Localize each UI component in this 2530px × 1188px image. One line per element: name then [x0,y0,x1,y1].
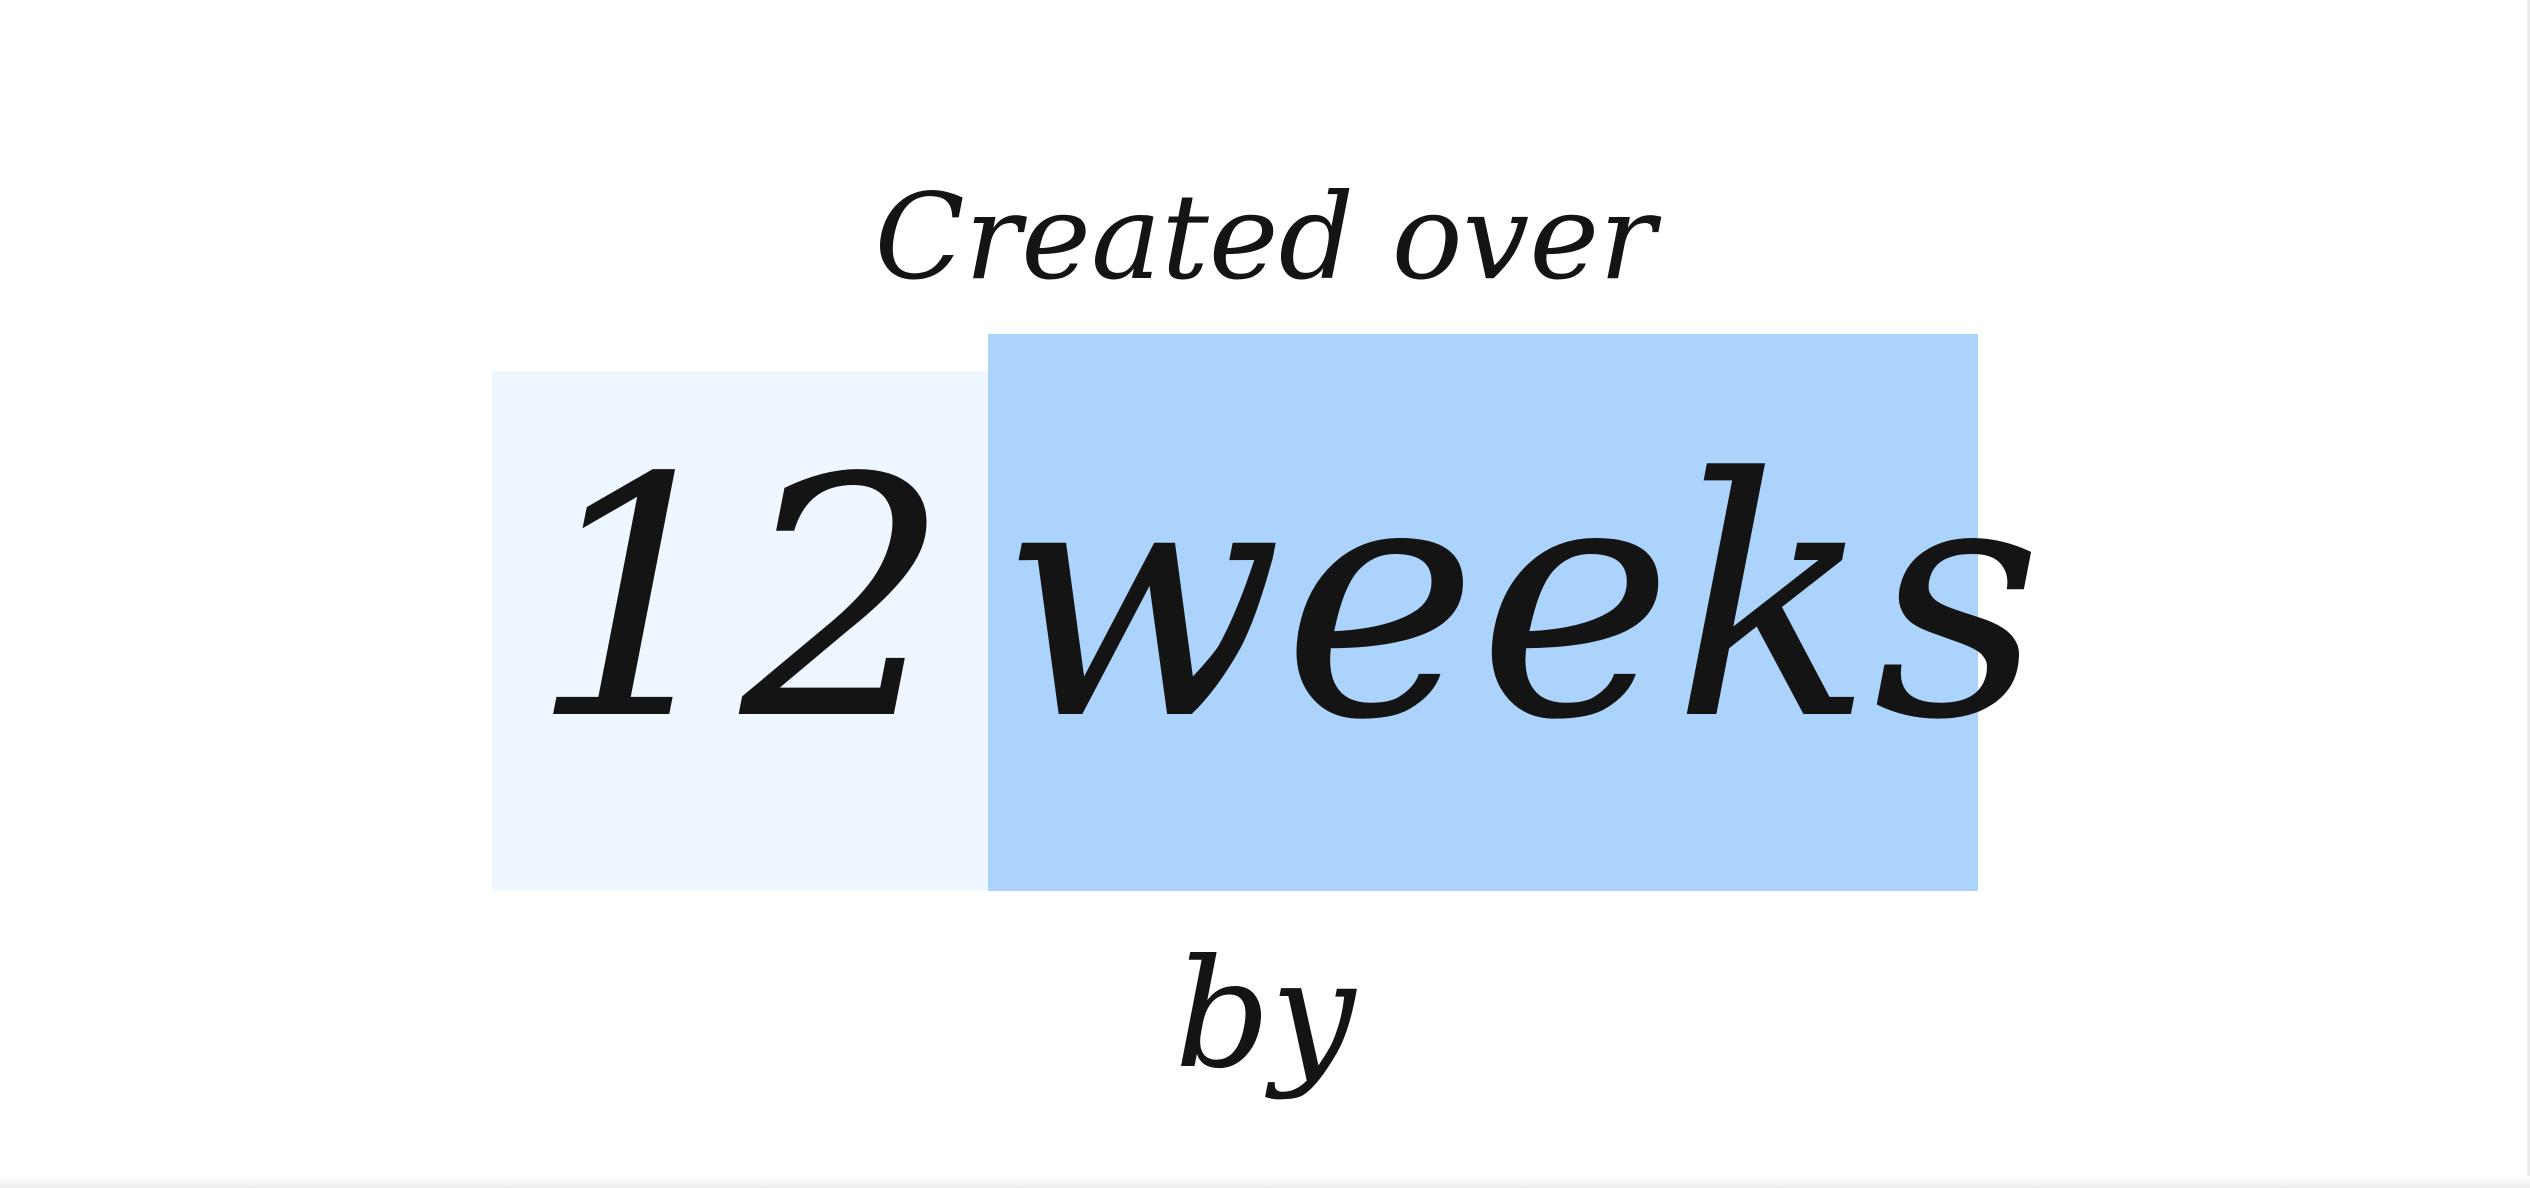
page-edge-bottom [0,1176,2530,1188]
duration-number[interactable]: 12 [530,408,950,792]
byline-text: by [1174,928,1356,1102]
heading-text: Created over [874,168,1656,306]
page-edge-right [2527,0,2530,1188]
text-selection-highlight-light [492,371,988,890]
duration-unit[interactable]: weeks [1000,408,2043,792]
text-selection-highlight-active[interactable] [988,334,1978,891]
